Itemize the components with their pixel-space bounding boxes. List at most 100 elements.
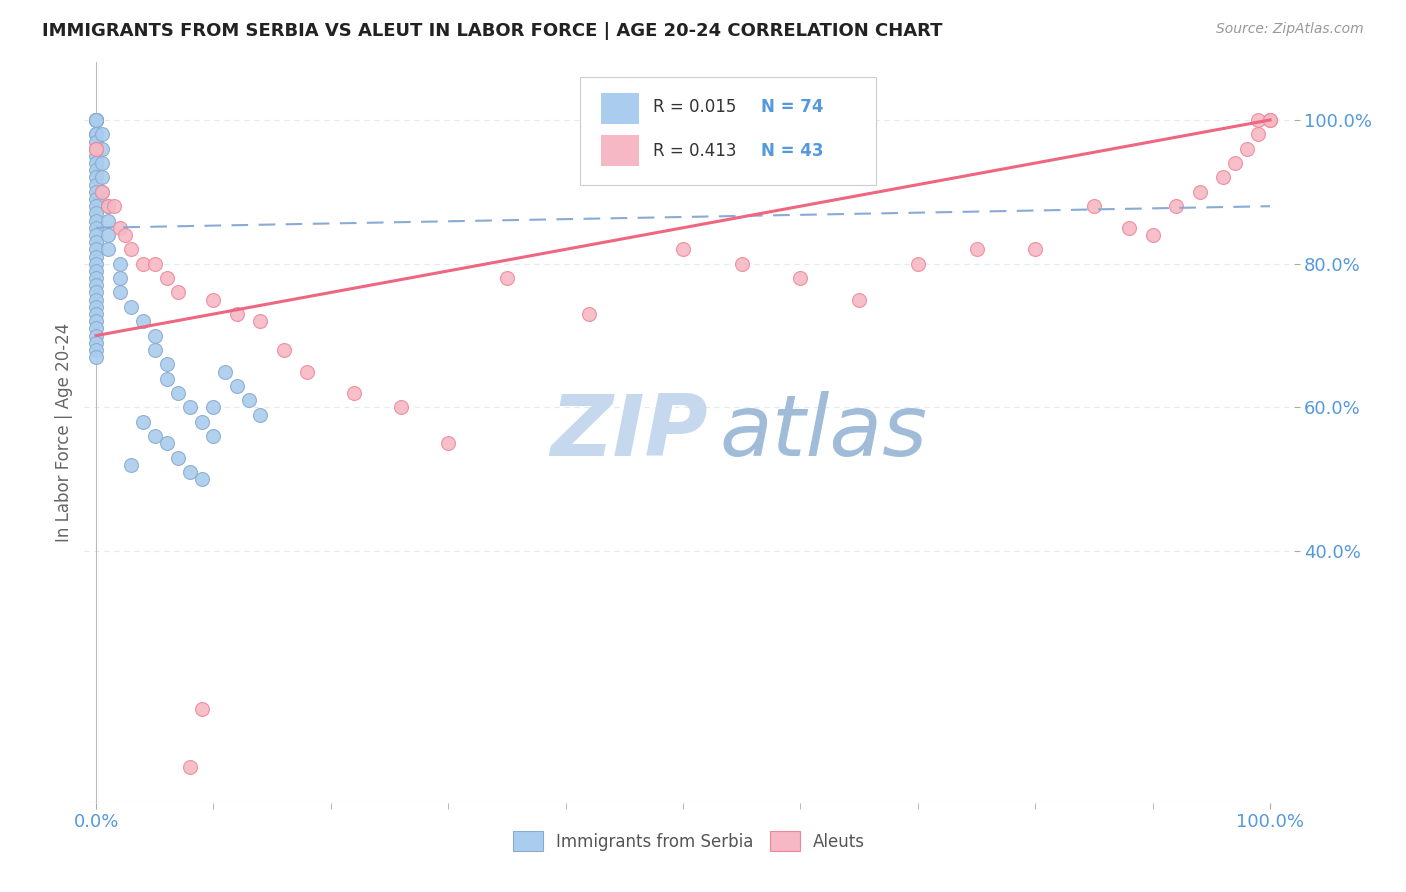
FancyBboxPatch shape	[581, 78, 876, 185]
Point	[190, 702, 212, 716]
Point	[202, 429, 225, 443]
Point	[84, 235, 107, 249]
Point	[132, 257, 155, 271]
Point	[97, 227, 120, 242]
Point	[84, 178, 107, 192]
Point	[84, 335, 107, 350]
Point	[226, 379, 249, 393]
Point	[1236, 142, 1258, 156]
Point	[108, 285, 131, 300]
Point	[214, 365, 236, 379]
Point	[84, 321, 107, 335]
Point	[84, 112, 107, 127]
Point	[167, 386, 190, 401]
Legend: Immigrants from Serbia, Aleuts: Immigrants from Serbia, Aleuts	[506, 825, 872, 857]
Point	[84, 112, 107, 127]
Point	[84, 149, 107, 163]
Point	[84, 350, 107, 364]
Text: IMMIGRANTS FROM SERBIA VS ALEUT IN LABOR FORCE | AGE 20-24 CORRELATION CHART: IMMIGRANTS FROM SERBIA VS ALEUT IN LABOR…	[42, 22, 942, 40]
Point	[190, 415, 212, 429]
Point	[97, 213, 120, 227]
Bar	[600, 135, 640, 166]
Point	[132, 415, 155, 429]
Point	[578, 307, 600, 321]
Point	[97, 243, 120, 257]
Point	[297, 365, 319, 379]
Point	[114, 227, 136, 242]
Point	[84, 170, 107, 185]
Point	[84, 314, 107, 328]
Point	[84, 128, 107, 142]
Point	[84, 343, 107, 357]
Point	[84, 128, 107, 142]
Point	[143, 343, 166, 357]
Point	[437, 436, 460, 450]
Point	[120, 243, 142, 257]
Point	[84, 112, 107, 127]
Point	[108, 220, 131, 235]
Point	[389, 401, 412, 415]
Point	[84, 328, 107, 343]
Point	[731, 257, 754, 271]
Point	[97, 199, 120, 213]
Text: R = 0.413: R = 0.413	[652, 143, 737, 161]
Point	[143, 429, 166, 443]
Point	[91, 170, 114, 185]
Point	[84, 156, 107, 170]
Point	[1258, 112, 1281, 127]
Point	[496, 271, 519, 285]
Point	[84, 142, 107, 156]
Point	[202, 401, 225, 415]
Point	[84, 206, 107, 220]
Point	[84, 307, 107, 321]
Point	[120, 300, 142, 314]
Point	[249, 408, 271, 422]
Point	[848, 293, 870, 307]
Point	[1166, 199, 1188, 213]
Point	[789, 271, 811, 285]
Point	[1247, 112, 1270, 127]
Point	[179, 465, 201, 479]
Point	[1223, 156, 1246, 170]
Point	[84, 257, 107, 271]
Point	[966, 243, 988, 257]
Point	[132, 314, 155, 328]
Point	[1083, 199, 1105, 213]
Bar	[600, 93, 640, 124]
Point	[155, 436, 177, 450]
Text: Source: ZipAtlas.com: Source: ZipAtlas.com	[1216, 22, 1364, 37]
Point	[179, 760, 201, 774]
Point	[84, 213, 107, 227]
Point	[91, 185, 114, 199]
Point	[155, 372, 177, 386]
Point	[343, 386, 366, 401]
Point	[907, 257, 929, 271]
Point	[190, 472, 212, 486]
Point	[84, 264, 107, 278]
Point	[120, 458, 142, 472]
Point	[84, 142, 107, 156]
Y-axis label: In Labor Force | Age 20-24: In Labor Force | Age 20-24	[55, 323, 73, 542]
Point	[143, 328, 166, 343]
Point	[84, 293, 107, 307]
Point	[108, 271, 131, 285]
Point	[1118, 220, 1140, 235]
Point	[1258, 112, 1281, 127]
Point	[91, 128, 114, 142]
Point	[84, 250, 107, 264]
Point	[103, 199, 125, 213]
Point	[84, 300, 107, 314]
Point	[84, 185, 107, 199]
Point	[238, 393, 260, 408]
Point	[84, 142, 107, 156]
Point	[84, 135, 107, 149]
Point	[84, 112, 107, 127]
Point	[273, 343, 295, 357]
Text: N = 43: N = 43	[762, 143, 824, 161]
Point	[84, 112, 107, 127]
Point	[84, 192, 107, 206]
Text: N = 74: N = 74	[762, 98, 824, 116]
Point	[84, 285, 107, 300]
Point	[84, 243, 107, 257]
Point	[84, 112, 107, 127]
